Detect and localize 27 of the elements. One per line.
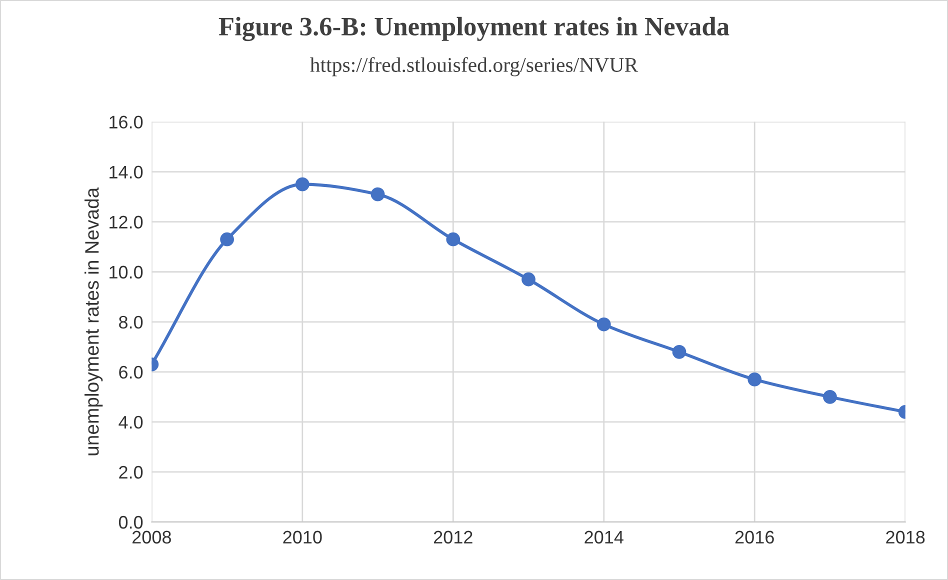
x-tick-label: 2010 <box>283 530 322 544</box>
y-tick-label: 8.0 <box>119 316 143 329</box>
point <box>748 372 762 386</box>
y-tick-label: 4.0 <box>118 416 143 429</box>
point <box>446 232 460 246</box>
point <box>220 232 234 246</box>
point <box>823 390 837 404</box>
x-tick-label: 2018 <box>886 530 925 544</box>
point <box>295 177 310 192</box>
y-tick-label: 14.0 <box>110 166 143 179</box>
y-tick-label: 0.0 <box>118 516 143 529</box>
y-tick-label: 12.0 <box>110 216 143 229</box>
point <box>672 344 686 359</box>
y-tick-label: 10.0 <box>110 266 143 279</box>
x-tick-label: 2016 <box>735 530 774 544</box>
y-axis-title: unemployment rates in Nevada <box>84 187 103 456</box>
chart-subtitle: https://fred.stlouisfed.org/series/NVUR <box>310 57 638 76</box>
x-tick-label: 2008 <box>132 530 171 544</box>
point <box>370 187 385 202</box>
y-tick-label: 6.0 <box>119 366 143 379</box>
x-tick-label: 2014 <box>584 530 624 544</box>
point <box>522 272 536 286</box>
y-tick-label: 2.0 <box>119 466 143 479</box>
y-tick-label: 16.0 <box>110 116 143 129</box>
x-tick-label: 2012 <box>434 530 472 544</box>
chart-title: Figure 3.6-B: Unemployment rates in Nevada <box>218 16 730 42</box>
point <box>596 317 611 332</box>
